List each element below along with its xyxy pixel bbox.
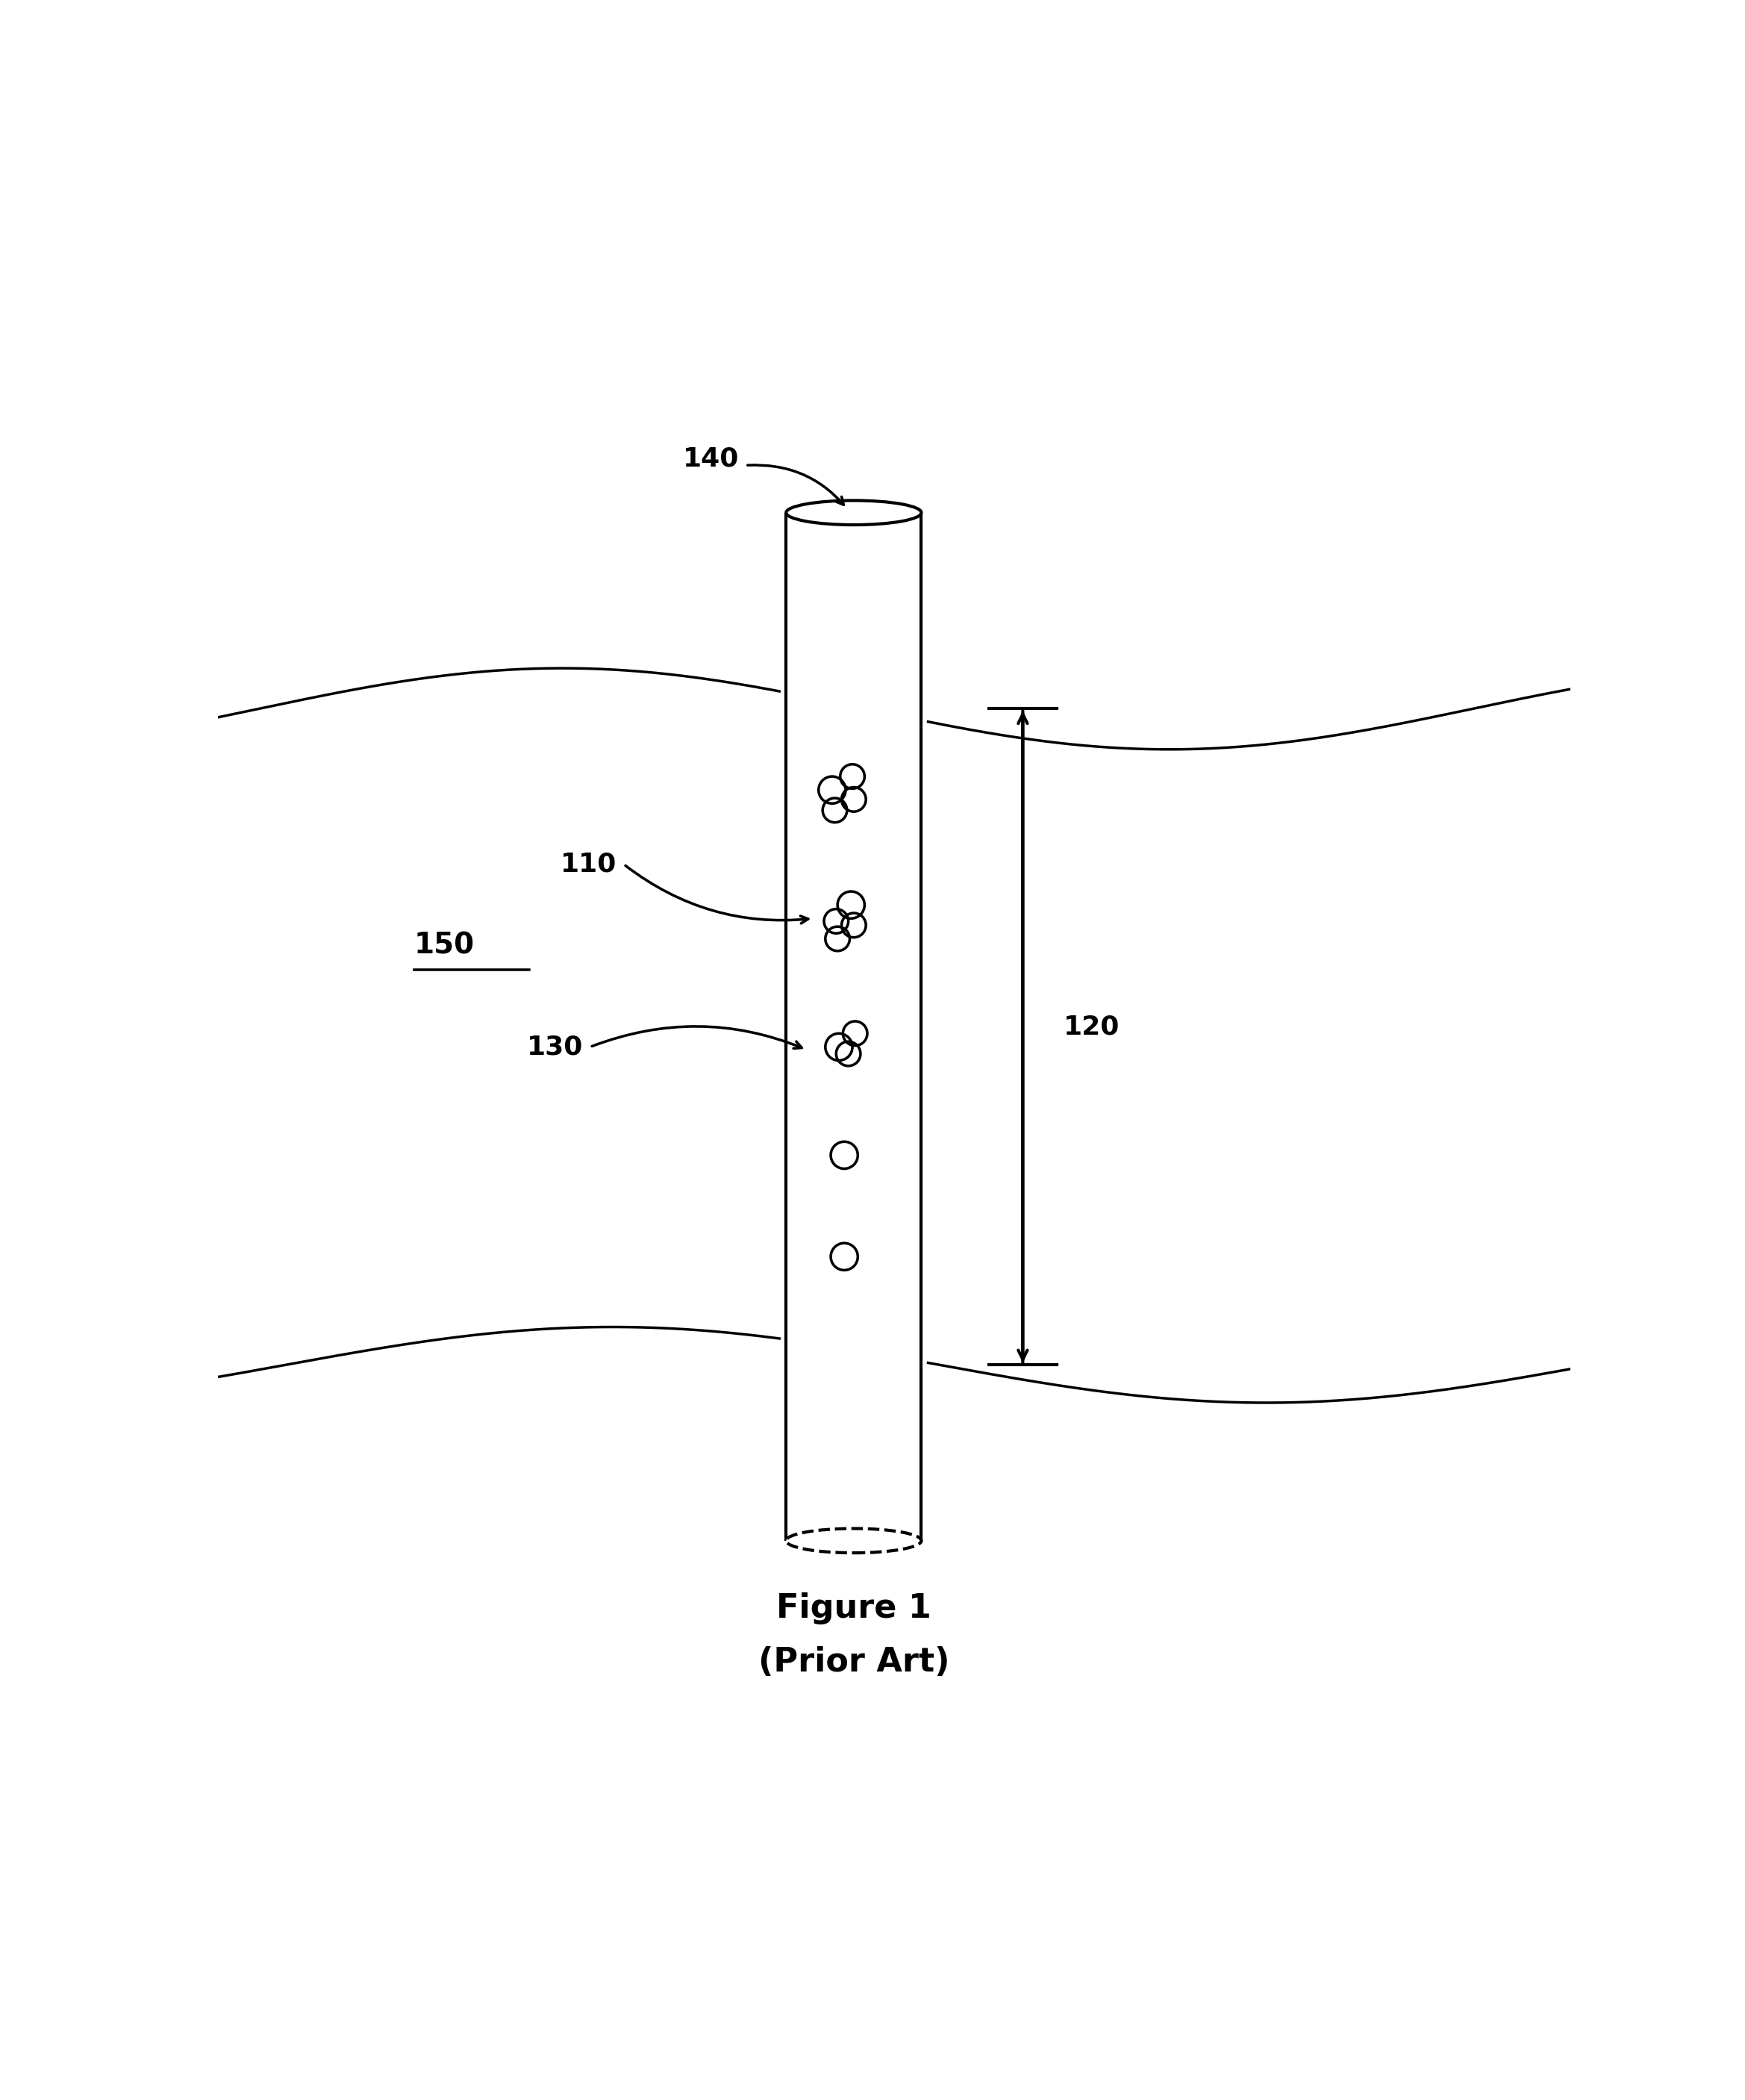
Text: 120: 120 (1063, 1014, 1120, 1040)
Ellipse shape (785, 1529, 921, 1552)
Text: (Prior Art): (Prior Art) (757, 1646, 949, 1678)
Ellipse shape (785, 500, 921, 525)
Text: 140: 140 (682, 445, 738, 470)
Text: 130: 130 (527, 1035, 583, 1060)
Text: 150: 150 (414, 930, 475, 960)
Text: 110: 110 (560, 853, 618, 878)
Text: Figure 1: Figure 1 (777, 1592, 932, 1625)
